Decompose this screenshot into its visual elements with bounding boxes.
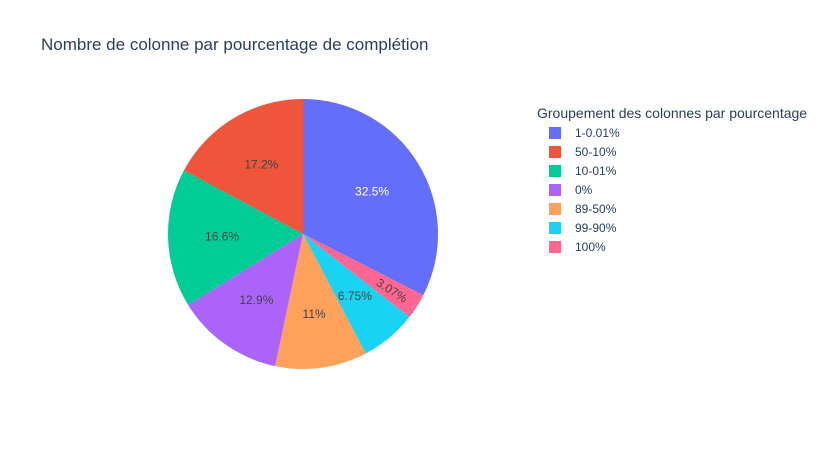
legend-swatch-89-50 [549, 203, 561, 215]
legend-label-89-50: 89-50% [575, 202, 617, 216]
pie-slice-0[interactable] [188, 234, 303, 367]
legend-swatch-1-0-01 [549, 127, 561, 139]
pie-slice-label-10-01: 16.6% [205, 230, 239, 244]
legend-item-1-0-01[interactable]: 1-0.01% [549, 126, 620, 140]
pie-slice-99-90[interactable] [303, 234, 410, 354]
legend-label-0: 0% [575, 183, 593, 197]
legend-item-50-10[interactable]: 50-10% [549, 145, 617, 159]
legend-label-10-01: 10-01% [575, 164, 617, 178]
pie-slice-89-50[interactable] [275, 234, 366, 369]
legend-swatch-0 [549, 184, 561, 196]
chart-title: Nombre de colonne par pourcentage de com… [41, 35, 428, 54]
legend-swatch-100 [549, 241, 561, 253]
legend-label-99-90: 99-90% [575, 221, 617, 235]
pie-slice-1-0-01[interactable] [303, 99, 438, 296]
legend-swatch-10-01 [549, 165, 561, 177]
pie-slice-label-89-50: 11% [303, 307, 326, 321]
legend-items: 1-0.01% 50-10% 10-01% 0% 89-50% 99-90% 100% [549, 126, 620, 254]
pie-slice-50-10[interactable] [183, 99, 303, 234]
pie-slice-10-01[interactable] [167, 170, 303, 305]
legend-item-0[interactable]: 0% [549, 183, 593, 197]
pie-slice-label-50-10: 17.2% [244, 158, 278, 172]
legend-swatch-99-90 [549, 222, 561, 234]
legend-item-10-01[interactable]: 10-01% [549, 164, 617, 178]
pie-slice-label-99-90: 6.75% [338, 289, 372, 303]
legend-label-100: 100% [575, 240, 606, 254]
legend-swatch-50-10 [549, 146, 561, 158]
legend-item-89-50[interactable]: 89-50% [549, 202, 617, 216]
legend: Groupement des colonnes par pourcentage … [537, 105, 807, 254]
legend-item-100[interactable]: 100% [549, 240, 606, 254]
pie-slices [167, 99, 438, 369]
legend-item-99-90[interactable]: 99-90% [549, 221, 617, 235]
legend-label-50-10: 50-10% [575, 145, 617, 159]
pie-slice-label-0: 12.9% [239, 293, 273, 307]
legend-label-1-0-01: 1-0.01% [575, 126, 620, 140]
legend-title: Groupement des colonnes par pourcentage [537, 105, 807, 121]
pie-slice-label-1-0-01: 32.5% [355, 185, 389, 199]
pie-slice-100[interactable] [303, 234, 424, 318]
